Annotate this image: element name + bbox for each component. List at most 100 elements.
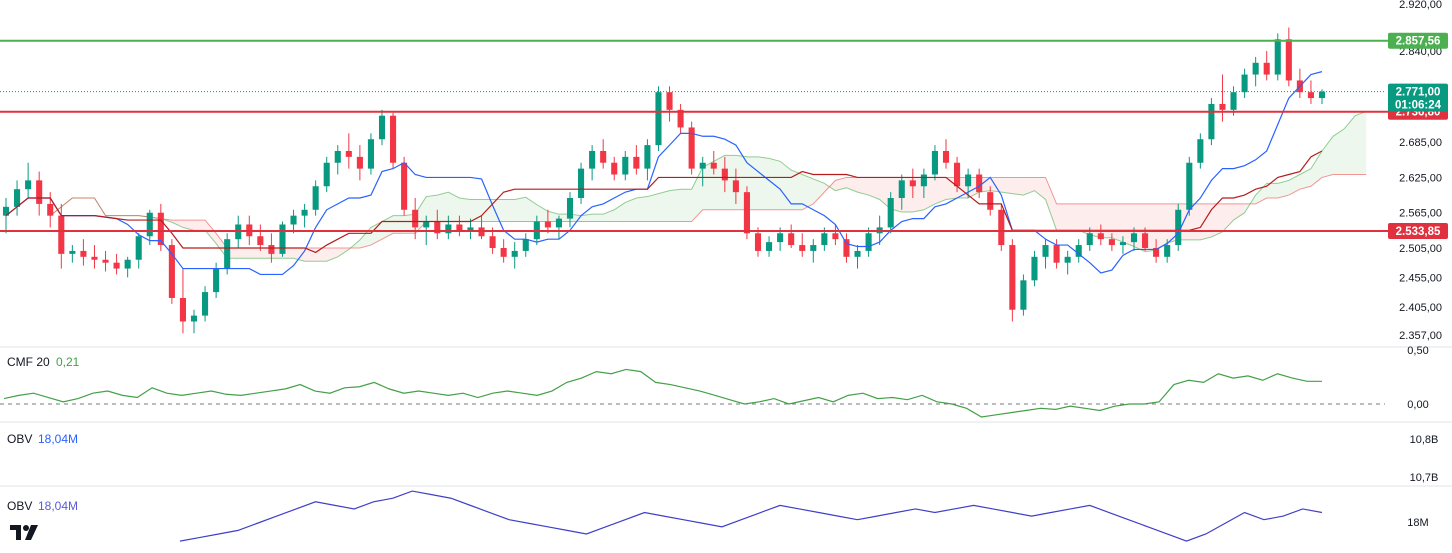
candle [1307,80,1314,104]
candle-body [1197,139,1204,163]
cloud-segment [382,215,394,240]
candle-body [434,221,441,234]
candle [390,112,397,169]
cloud-segment [437,192,449,222]
cloud-segment [194,220,206,231]
candle [622,150,629,181]
candle-body [268,245,275,254]
candle-body [1009,245,1016,310]
candle-body [367,139,374,169]
candle-body [854,250,861,257]
grid-lines [0,346,1452,487]
candle-body [788,233,795,246]
candle [887,192,894,234]
candle-body [102,259,109,263]
cloud-segment [426,195,438,222]
candle [611,156,618,181]
cloud-segment [1045,177,1057,231]
cloud-segment [1211,203,1223,237]
candle [909,168,916,199]
candle-body [710,162,717,169]
cloud-segment [503,199,515,222]
price-tick-label: 2.405,00 [1399,302,1442,314]
candle-body [445,224,452,234]
cloud-segment [802,174,814,210]
cloud-segment [1111,203,1123,243]
candle-body [301,209,308,216]
cloud-segment [868,177,880,200]
candle-body [334,150,341,163]
candle [378,109,386,146]
candle [754,227,762,257]
cloud-segment [492,199,504,222]
cloud-segment [293,247,305,262]
candle-body [1153,247,1160,257]
candle [566,192,574,228]
candle-body [1020,280,1027,310]
candle-body [754,233,762,251]
cloud-segment [1078,203,1090,235]
price-tick-label: 2.625,00 [1399,172,1442,184]
obv2-tick-label: 18M [1407,517,1428,529]
cloud-segment [603,209,615,222]
cmf-tick-label: 0,00 [1407,399,1428,411]
candle-body [931,150,938,175]
cloud-segment [1200,203,1212,240]
candle [146,209,153,246]
candle [898,174,905,210]
candle [710,150,717,175]
candle-body [378,115,386,140]
candle-body [323,162,330,187]
candle [810,239,817,263]
candle-body [1274,39,1281,75]
candle-body [401,162,408,210]
cloud-segment [1012,177,1024,196]
price-axis[interactable]: 2.920,00 2.840,00 2.685,00 2.625,00 2.565,00… [1388,0,1448,342]
candle-body [743,192,750,234]
price-tick-label: 2.840,00 [1399,46,1442,58]
price-tick-label: 2.357,00 [1399,330,1442,342]
candle-body [1075,245,1082,257]
candle [920,168,927,199]
candle [445,215,452,240]
tradingview-logo[interactable] [8,522,42,544]
cloud-segment [1344,115,1356,175]
candle [688,121,695,175]
candle-body [14,189,21,207]
price-tick-label: 2.505,00 [1399,243,1442,255]
candle [865,227,872,257]
candle [124,256,131,278]
last-price-tag-text: 01:06:24 [1395,100,1442,112]
support-2533-tag[interactable]: 2.533,85 [1388,223,1448,240]
resistance-2857-tag[interactable]: 2.857,56 [1388,32,1448,49]
candle-body [47,203,54,216]
candle-body [135,236,142,260]
candlestick-series [2,27,1326,334]
candle [202,286,209,322]
candle-body [832,233,839,240]
horizontal-levels[interactable] [0,39,1388,233]
ichimoku-cloud [49,110,1367,262]
candle-body [721,168,728,181]
candle [998,203,1005,251]
cloud-segment [658,190,670,222]
candle-body [566,198,574,219]
candle-body [887,198,894,228]
candle-body [36,180,43,204]
candle-body [113,262,120,269]
candle-body [168,245,175,298]
candle [732,168,739,204]
candle-body [91,256,98,260]
candle [168,239,175,304]
cloud-segment [669,189,681,222]
price-tick-label: 2.685,00 [1399,137,1442,149]
candle-body [224,239,231,269]
candle-body [489,236,496,248]
cloud-segment [702,161,714,210]
candle [14,180,21,216]
candle [987,186,994,216]
candle-body [555,218,562,228]
candle-body [976,174,983,193]
